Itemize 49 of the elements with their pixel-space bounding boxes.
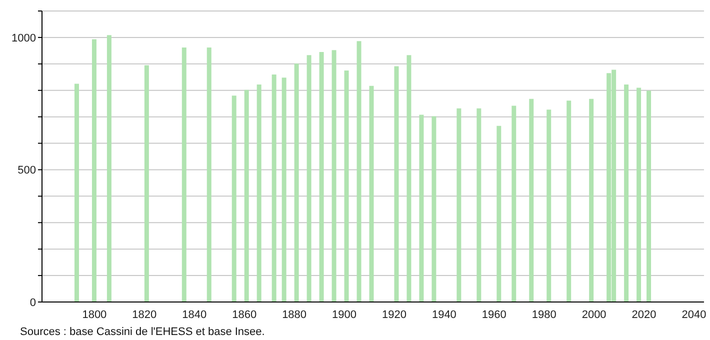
bar bbox=[476, 108, 482, 302]
bar bbox=[636, 88, 642, 302]
x-tick-label: 1860 bbox=[232, 308, 257, 321]
x-tick-label: 1800 bbox=[82, 308, 107, 321]
bar bbox=[406, 55, 412, 302]
y-tick-label: 500 bbox=[18, 164, 36, 177]
x-tick-label: 1840 bbox=[182, 308, 207, 321]
bar bbox=[566, 100, 572, 302]
bar bbox=[589, 98, 594, 302]
x-tick-label: 2040 bbox=[682, 308, 706, 321]
bar bbox=[106, 35, 112, 302]
bar bbox=[344, 70, 349, 302]
bar bbox=[512, 106, 516, 302]
y-tick-label: 0 bbox=[30, 296, 36, 309]
bar bbox=[232, 96, 236, 302]
bar bbox=[74, 84, 79, 302]
bar bbox=[419, 114, 424, 302]
bar bbox=[206, 48, 212, 302]
y-tick-label: 1000 bbox=[12, 32, 36, 44]
bar bbox=[646, 90, 652, 302]
x-tick-label: 1940 bbox=[432, 308, 456, 321]
bar bbox=[306, 55, 312, 302]
x-tick-label: 1980 bbox=[532, 308, 556, 321]
bar bbox=[294, 64, 299, 302]
bar bbox=[92, 39, 96, 302]
bar bbox=[144, 65, 149, 302]
bar bbox=[282, 78, 286, 302]
bar bbox=[496, 126, 502, 302]
x-tick-label: 1920 bbox=[382, 308, 406, 321]
bar bbox=[182, 48, 186, 302]
x-tick-label: 1820 bbox=[132, 308, 157, 321]
bar bbox=[356, 41, 362, 302]
bar bbox=[546, 110, 552, 302]
bar bbox=[394, 66, 399, 302]
bar bbox=[244, 90, 249, 302]
source-note: Sources : base Cassini de l'EHESS et base Insee. bbox=[20, 326, 266, 338]
x-tick-label: 2000 bbox=[582, 308, 606, 321]
bar bbox=[256, 84, 262, 302]
bar bbox=[432, 116, 436, 302]
x-tick-label: 1880 bbox=[282, 308, 307, 321]
bar bbox=[319, 52, 324, 302]
x-tick-label: 1900 bbox=[332, 308, 357, 321]
bar bbox=[456, 108, 462, 302]
x-tick-label: 1960 bbox=[482, 308, 506, 321]
x-tick-label: 2020 bbox=[632, 308, 656, 321]
bar bbox=[332, 50, 336, 302]
bar bbox=[624, 84, 629, 302]
bar bbox=[272, 74, 276, 302]
bar bbox=[529, 98, 534, 302]
